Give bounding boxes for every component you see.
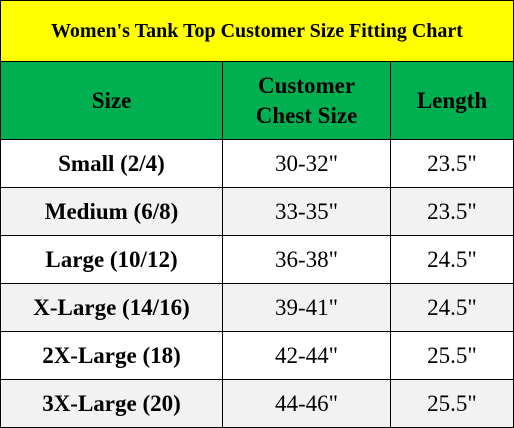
value-cell: 25.5" — [391, 380, 513, 427]
value-cell: 44-46" — [223, 380, 390, 427]
value-cell: 23.5" — [391, 140, 513, 187]
column-header: Size — [1, 62, 222, 139]
table-title: Women's Tank Top Customer Size Fitting C… — [1, 1, 513, 61]
value-cell: 24.5" — [391, 236, 513, 283]
size-cell: 2X-Large (18) — [1, 332, 222, 379]
column-header: Length — [391, 62, 513, 139]
value-cell: 30-32" — [223, 140, 390, 187]
value-cell: 24.5" — [391, 284, 513, 331]
size-cell: 3X-Large (20) — [1, 380, 222, 427]
value-cell: 23.5" — [391, 188, 513, 235]
value-cell: 33-35" — [223, 188, 390, 235]
size-cell: Small (2/4) — [1, 140, 222, 187]
value-cell: 42-44" — [223, 332, 390, 379]
size-cell: Medium (6/8) — [1, 188, 222, 235]
column-header: Customer Chest Size — [223, 62, 390, 139]
value-cell: 25.5" — [391, 332, 513, 379]
size-cell: Large (10/12) — [1, 236, 222, 283]
size-cell: X-Large (14/16) — [1, 284, 222, 331]
value-cell: 39-41" — [223, 284, 390, 331]
value-cell: 36-38" — [223, 236, 390, 283]
